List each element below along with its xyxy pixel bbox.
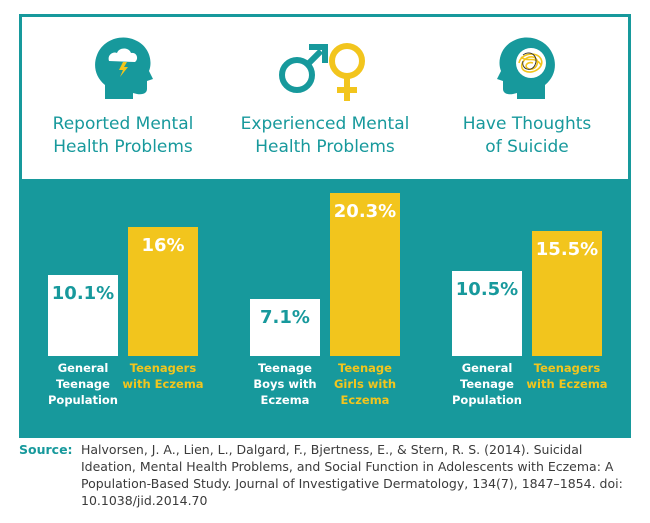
panel-thoughts-of-suicide: Have Thoughts of Suicide 10.5% General Tee… — [426, 17, 628, 434]
bar: 10.5% — [452, 271, 522, 356]
panel-reported-mental-health: Reported Mental Health Problems 10.1% Gen… — [22, 17, 224, 434]
bar: 20.3% — [330, 192, 400, 356]
category-label-line: Teenagers — [533, 361, 601, 375]
gender-symbols-icon — [224, 27, 426, 107]
category-label-line: Boys with — [253, 377, 317, 391]
bar: 15.5% — [532, 231, 602, 356]
source-citation: Source: Halvorsen, J. A., Lien, L., Dalg… — [19, 441, 631, 509]
bar: 10.1% — [48, 274, 118, 356]
category-label-line: Eczema — [340, 393, 390, 407]
panel-title-line-2: of Suicide — [485, 137, 569, 157]
panel-header: Reported Mental Health Problems — [22, 17, 224, 179]
panel-experienced-mental-health: Experienced Mental Health Problems 7.1% T… — [224, 17, 426, 434]
infographic-frame: Reported Mental Health Problems 10.1% Gen… — [19, 14, 631, 438]
bar-value-label: 10.1% — [51, 282, 115, 304]
panel-title: Reported Mental Health Problems — [22, 113, 224, 159]
category-label-line: with Eczema — [526, 377, 608, 391]
panel-title-line-2: Health Problems — [255, 137, 395, 157]
category-label-line: Population — [452, 393, 522, 407]
panel-title: Experienced Mental Health Problems — [224, 113, 426, 159]
category-label-line: Teenage — [56, 377, 110, 391]
category-label: General Teenage Population — [442, 360, 532, 408]
category-label-line: General — [57, 361, 109, 375]
panel-title-line-1: Have Thoughts — [462, 114, 592, 134]
panel-title-line-2: Health Problems — [53, 137, 193, 157]
panel-title-line-1: Reported Mental — [52, 114, 194, 134]
category-label: Teenagers with Eczema — [522, 360, 612, 392]
source-text: Halvorsen, J. A., Lien, L., Dalgard, F.,… — [81, 442, 623, 508]
bar-value-label: 10.5% — [455, 279, 519, 301]
category-label: Teenagers with Eczema — [118, 360, 208, 392]
category-label-line: Teenage — [258, 361, 312, 375]
panel-title: Have Thoughts of Suicide — [426, 113, 628, 159]
category-label-line: Teenage — [460, 377, 514, 391]
head-tangle-icon — [426, 27, 628, 107]
bar-value-label: 20.3% — [333, 200, 397, 222]
bar: 7.1% — [250, 298, 320, 356]
category-label: Teenage Girls with Eczema — [320, 360, 410, 408]
category-label-line: Eczema — [260, 393, 310, 407]
bar-value-label: 15.5% — [535, 239, 599, 261]
head-storm-icon — [22, 27, 224, 107]
category-label-line: Girls with — [333, 377, 397, 391]
panel-header: Have Thoughts of Suicide — [426, 17, 628, 179]
category-label-line: Teenage — [338, 361, 392, 375]
source-label: Source: — [19, 442, 73, 457]
category-label-line: Teenagers — [129, 361, 197, 375]
bar-value-label: 16% — [141, 235, 185, 257]
bar-value-label: 7.1% — [260, 306, 310, 328]
panel-header: Experienced Mental Health Problems — [224, 17, 426, 179]
category-label-line: Population — [48, 393, 118, 407]
bar: 16% — [128, 227, 198, 356]
category-label-line: General — [461, 361, 513, 375]
panel-title-line-1: Experienced Mental — [240, 114, 410, 134]
category-label: General Teenage Population — [38, 360, 128, 408]
category-label: Teenage Boys with Eczema — [240, 360, 330, 408]
category-label-line: with Eczema — [122, 377, 204, 391]
